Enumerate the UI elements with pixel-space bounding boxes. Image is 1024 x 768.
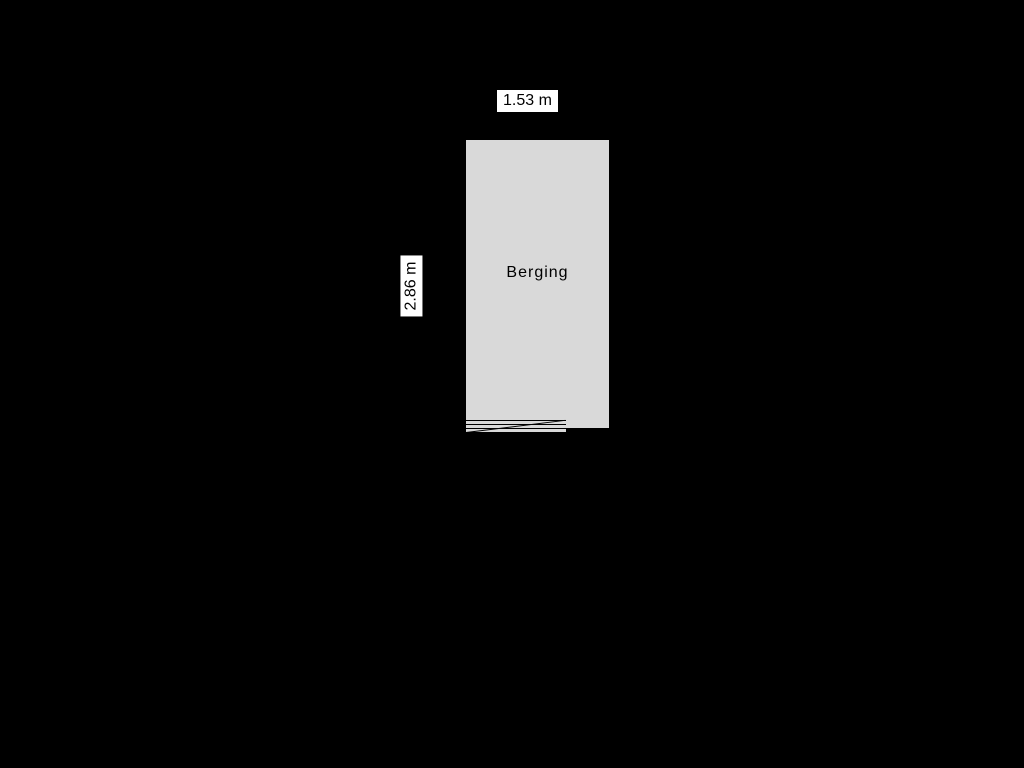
- room-berging: Berging: [460, 134, 615, 434]
- room-label: Berging: [460, 264, 615, 282]
- dimension-height-label: 2.86 m: [400, 256, 422, 317]
- room-fill: [466, 140, 609, 428]
- dimension-width-label: 1.53 m: [497, 90, 558, 112]
- floorplan-canvas: Berging 1.53 m 2.86 m: [0, 0, 1024, 768]
